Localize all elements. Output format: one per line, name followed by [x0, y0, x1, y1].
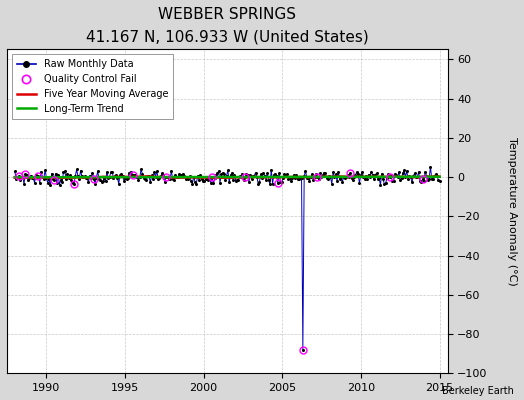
Legend: Raw Monthly Data, Quality Control Fail, Five Year Moving Average, Long-Term Tren: Raw Monthly Data, Quality Control Fail, … — [12, 54, 173, 119]
Y-axis label: Temperature Anomaly (°C): Temperature Anomaly (°C) — [507, 137, 517, 286]
Title: WEBBER SPRINGS
41.167 N, 106.933 W (United States): WEBBER SPRINGS 41.167 N, 106.933 W (Unit… — [86, 7, 368, 44]
Text: Berkeley Earth: Berkeley Earth — [442, 386, 514, 396]
